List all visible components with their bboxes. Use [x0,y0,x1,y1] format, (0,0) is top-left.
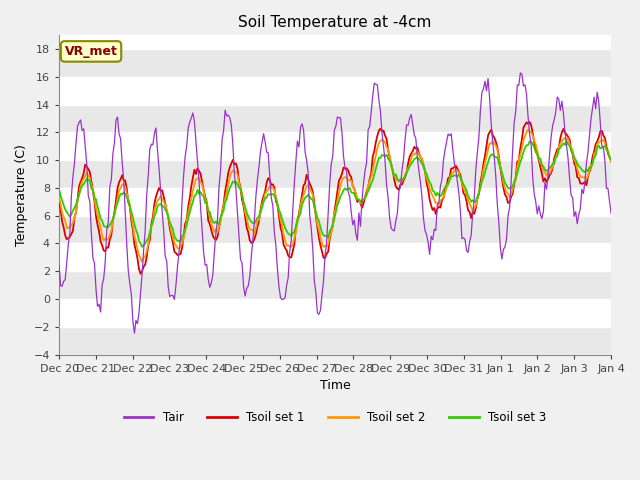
Bar [59,49,611,77]
Legend: Tair, Tsoil set 1, Tsoil set 2, Tsoil set 3: Tair, Tsoil set 1, Tsoil set 2, Tsoil se… [119,406,551,428]
Bar [59,160,611,188]
Bar [59,271,611,299]
X-axis label: Time: Time [320,379,351,392]
Text: VR_met: VR_met [65,45,118,58]
Bar [59,327,611,355]
Bar [59,216,611,243]
Bar [59,105,611,132]
Y-axis label: Temperature (C): Temperature (C) [15,144,28,246]
Title: Soil Temperature at -4cm: Soil Temperature at -4cm [238,15,432,30]
